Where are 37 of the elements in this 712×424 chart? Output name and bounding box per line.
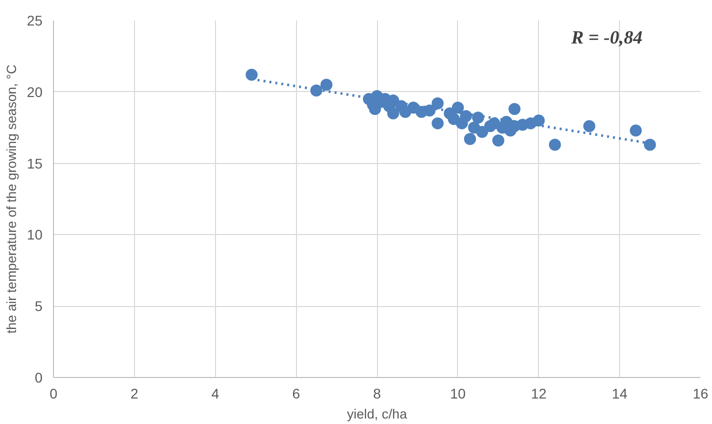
point: [644, 138, 656, 151]
x-tick-label: 14: [612, 386, 628, 402]
y-tick-label: 5: [34, 298, 43, 314]
x-tick-label: 4: [211, 386, 220, 402]
point: [532, 114, 545, 126]
point: [508, 103, 520, 116]
point: [424, 104, 436, 116]
y-tick-label: 20: [26, 84, 43, 100]
y-tick-label: 10: [26, 226, 43, 243]
y-tick-label: 25: [26, 12, 43, 28]
point: [460, 110, 472, 122]
point: [432, 97, 444, 110]
y-tick-label: 15: [26, 155, 43, 172]
x-tick-label: 16: [692, 386, 708, 402]
x-tick-label: 10: [450, 386, 466, 402]
x-tick-label: 2: [130, 386, 138, 402]
point: [320, 78, 332, 91]
point: [630, 124, 642, 136]
point: [246, 68, 258, 81]
x-axis-title: yield, c/ha: [346, 406, 408, 422]
y-tick-label: 0: [34, 370, 43, 386]
annotation: R = -0,84: [570, 28, 642, 48]
x-tick-label: 0: [50, 386, 58, 402]
point: [583, 120, 596, 132]
point: [476, 126, 488, 138]
x-tick-label: 12: [530, 386, 547, 402]
point: [492, 134, 504, 146]
x-tick-label: 8: [373, 386, 382, 402]
point: [387, 107, 400, 120]
point: [452, 102, 464, 114]
point: [310, 84, 322, 96]
point: [464, 133, 476, 146]
y-axis-title: the air temperature of the growing season, °C: [4, 64, 19, 334]
x-tick-label: 6: [292, 386, 300, 402]
point: [472, 112, 484, 124]
point: [548, 138, 561, 151]
point: [432, 117, 444, 130]
